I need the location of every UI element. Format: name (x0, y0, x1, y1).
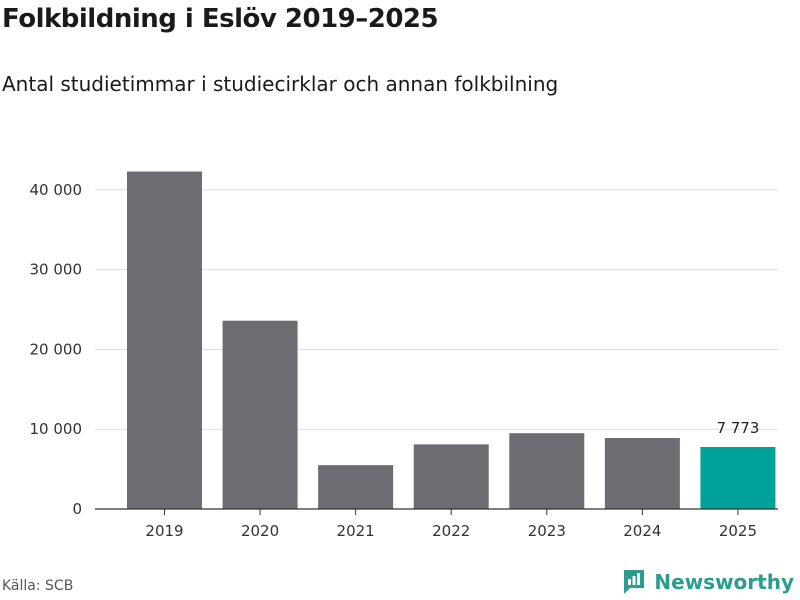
chart-subtitle: Antal studietimmar i studiecirklar och a… (2, 72, 559, 96)
data-label: 7 773 (716, 419, 759, 437)
x-tick-label: 2019 (145, 522, 183, 540)
x-tick-label: 2021 (337, 522, 375, 540)
y-tick-label: 30 000 (30, 261, 83, 279)
bar (604, 437, 680, 509)
bar-chart: 0 10 000 20 000 30 000 40 000 2019 2020 2021 202… (30, 171, 778, 540)
bar (318, 465, 394, 509)
bar (222, 320, 298, 509)
y-tick-label: 10 000 (30, 420, 83, 438)
bar (509, 433, 585, 509)
x-tick-label: 2023 (528, 522, 566, 540)
bar (413, 444, 489, 509)
y-tick-label: 0 (72, 500, 82, 518)
source-note: Källa: SCB (2, 578, 74, 594)
y-tick-label: 20 000 (30, 340, 83, 358)
x-tick-label: 2020 (241, 522, 279, 540)
bar (700, 446, 776, 509)
x-tick-label: 2022 (432, 522, 470, 540)
brand-logo: Newsworthy (622, 568, 794, 596)
chart-title: Folkbildning i Eslöv 2019–2025 (2, 4, 439, 34)
y-tick-label: 40 000 (30, 181, 83, 199)
brand-name: Newsworthy (654, 570, 794, 594)
bar (127, 171, 202, 510)
x-tick-label: 2024 (623, 522, 661, 540)
newsworthy-logo-icon (624, 570, 645, 594)
x-tick-label: 2025 (719, 522, 757, 540)
